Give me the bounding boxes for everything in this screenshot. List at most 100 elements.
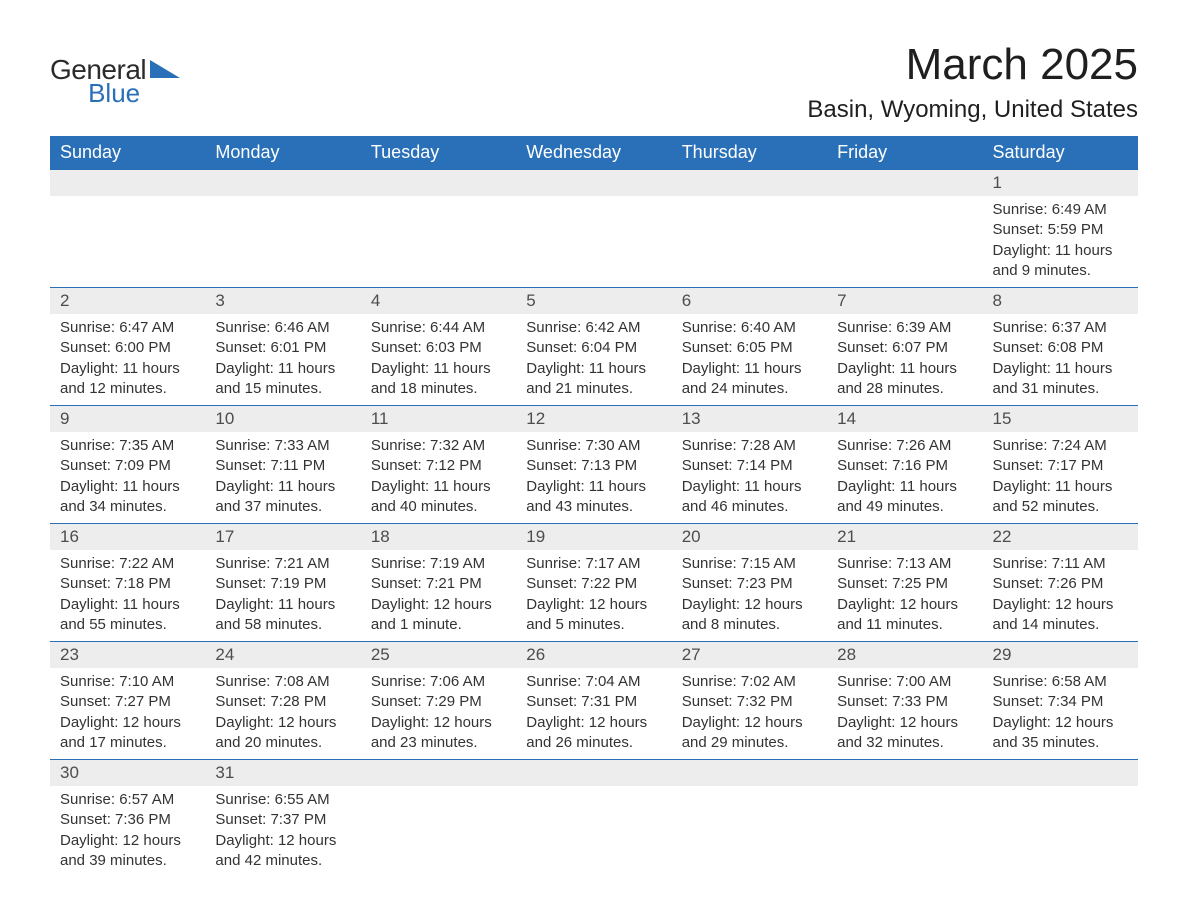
day-details: Sunrise: 6:58 AMSunset: 7:34 PMDaylight:…: [983, 668, 1138, 759]
day-detail-line: Sunset: 7:12 PM: [371, 456, 506, 476]
day-detail-line: Sunset: 7:34 PM: [993, 692, 1128, 712]
calendar-week-row: 16Sunrise: 7:22 AMSunset: 7:18 PMDayligh…: [50, 524, 1138, 642]
day-detail-line: Daylight: 12 hours and 29 minutes.: [682, 713, 817, 754]
calendar-day-cell: [827, 760, 982, 878]
day-detail-line: Daylight: 11 hours and 34 minutes.: [60, 477, 195, 518]
title-location: Basin, Wyoming, United States: [807, 96, 1138, 124]
calendar-day-cell: 18Sunrise: 7:19 AMSunset: 7:21 PMDayligh…: [361, 524, 516, 642]
day-details: Sunrise: 7:10 AMSunset: 7:27 PMDaylight:…: [50, 668, 205, 759]
day-detail-line: Sunset: 7:26 PM: [993, 574, 1128, 594]
day-details: Sunrise: 7:33 AMSunset: 7:11 PMDaylight:…: [205, 432, 360, 523]
day-detail-line: Sunrise: 7:22 AM: [60, 554, 195, 574]
day-detail-line: Daylight: 11 hours and 18 minutes.: [371, 359, 506, 400]
day-detail-line: Sunset: 7:31 PM: [526, 692, 661, 712]
day-number: [50, 170, 205, 196]
calendar-day-cell: 26Sunrise: 7:04 AMSunset: 7:31 PMDayligh…: [516, 642, 671, 760]
day-details: Sunrise: 6:57 AMSunset: 7:36 PMDaylight:…: [50, 786, 205, 877]
calendar-day-cell: 21Sunrise: 7:13 AMSunset: 7:25 PMDayligh…: [827, 524, 982, 642]
day-number: 26: [516, 642, 671, 668]
day-detail-line: Daylight: 12 hours and 5 minutes.: [526, 595, 661, 636]
calendar-day-cell: 12Sunrise: 7:30 AMSunset: 7:13 PMDayligh…: [516, 406, 671, 524]
day-details: Sunrise: 7:30 AMSunset: 7:13 PMDaylight:…: [516, 432, 671, 523]
weekday-header-row: Sunday Monday Tuesday Wednesday Thursday…: [50, 136, 1138, 170]
calendar-day-cell: 15Sunrise: 7:24 AMSunset: 7:17 PMDayligh…: [983, 406, 1138, 524]
day-details: [361, 786, 516, 806]
day-detail-line: Sunrise: 6:57 AM: [60, 790, 195, 810]
calendar-day-cell: [205, 170, 360, 288]
day-detail-line: Sunset: 7:27 PM: [60, 692, 195, 712]
calendar-week-row: 30Sunrise: 6:57 AMSunset: 7:36 PMDayligh…: [50, 760, 1138, 878]
day-number: [983, 760, 1138, 786]
day-detail-line: Sunrise: 7:11 AM: [993, 554, 1128, 574]
day-detail-line: Sunset: 6:07 PM: [837, 338, 972, 358]
calendar-day-cell: 3Sunrise: 6:46 AMSunset: 6:01 PMDaylight…: [205, 288, 360, 406]
day-number: [827, 170, 982, 196]
calendar-day-cell: [361, 760, 516, 878]
day-detail-line: Sunrise: 7:26 AM: [837, 436, 972, 456]
day-detail-line: Sunset: 7:29 PM: [371, 692, 506, 712]
day-detail-line: Sunrise: 7:32 AM: [371, 436, 506, 456]
day-detail-line: Sunrise: 6:58 AM: [993, 672, 1128, 692]
day-number: [672, 760, 827, 786]
day-detail-line: Sunrise: 7:28 AM: [682, 436, 817, 456]
day-detail-line: Sunrise: 6:39 AM: [837, 318, 972, 338]
day-details: [827, 786, 982, 806]
day-details: Sunrise: 7:26 AMSunset: 7:16 PMDaylight:…: [827, 432, 982, 523]
weekday-header: Thursday: [672, 136, 827, 170]
day-detail-line: Daylight: 11 hours and 46 minutes.: [682, 477, 817, 518]
day-detail-line: Sunset: 7:22 PM: [526, 574, 661, 594]
logo: General Blue: [50, 56, 182, 106]
title-month: March 2025: [807, 40, 1138, 90]
day-detail-line: Sunset: 7:32 PM: [682, 692, 817, 712]
calendar-day-cell: 1Sunrise: 6:49 AMSunset: 5:59 PMDaylight…: [983, 170, 1138, 288]
day-detail-line: Sunrise: 7:19 AM: [371, 554, 506, 574]
calendar-day-cell: 14Sunrise: 7:26 AMSunset: 7:16 PMDayligh…: [827, 406, 982, 524]
calendar-day-cell: 24Sunrise: 7:08 AMSunset: 7:28 PMDayligh…: [205, 642, 360, 760]
title-block: March 2025 Basin, Wyoming, United States: [807, 40, 1138, 124]
day-detail-line: Daylight: 12 hours and 20 minutes.: [215, 713, 350, 754]
day-number: 7: [827, 288, 982, 314]
day-number: 29: [983, 642, 1138, 668]
day-details: [361, 196, 516, 216]
day-number: 4: [361, 288, 516, 314]
day-details: Sunrise: 7:28 AMSunset: 7:14 PMDaylight:…: [672, 432, 827, 523]
day-number: 15: [983, 406, 1138, 432]
page-header: General Blue March 2025 Basin, Wyoming, …: [50, 40, 1138, 124]
day-number: [361, 760, 516, 786]
day-details: Sunrise: 6:55 AMSunset: 7:37 PMDaylight:…: [205, 786, 360, 877]
day-details: [516, 786, 671, 806]
calendar-day-cell: [827, 170, 982, 288]
day-detail-line: Sunset: 7:11 PM: [215, 456, 350, 476]
day-detail-line: Sunset: 7:18 PM: [60, 574, 195, 594]
weekday-header: Monday: [205, 136, 360, 170]
weekday-header: Wednesday: [516, 136, 671, 170]
calendar-day-cell: 20Sunrise: 7:15 AMSunset: 7:23 PMDayligh…: [672, 524, 827, 642]
calendar-day-cell: 29Sunrise: 6:58 AMSunset: 7:34 PMDayligh…: [983, 642, 1138, 760]
day-number: 23: [50, 642, 205, 668]
day-detail-line: Sunrise: 6:55 AM: [215, 790, 350, 810]
day-number: 13: [672, 406, 827, 432]
day-detail-line: Sunrise: 7:17 AM: [526, 554, 661, 574]
day-details: Sunrise: 7:04 AMSunset: 7:31 PMDaylight:…: [516, 668, 671, 759]
day-detail-line: Daylight: 12 hours and 26 minutes.: [526, 713, 661, 754]
day-detail-line: Daylight: 11 hours and 58 minutes.: [215, 595, 350, 636]
calendar-day-cell: 13Sunrise: 7:28 AMSunset: 7:14 PMDayligh…: [672, 406, 827, 524]
day-detail-line: Daylight: 12 hours and 8 minutes.: [682, 595, 817, 636]
day-details: Sunrise: 7:35 AMSunset: 7:09 PMDaylight:…: [50, 432, 205, 523]
day-details: Sunrise: 7:13 AMSunset: 7:25 PMDaylight:…: [827, 550, 982, 641]
day-detail-line: Daylight: 12 hours and 32 minutes.: [837, 713, 972, 754]
day-details: Sunrise: 7:08 AMSunset: 7:28 PMDaylight:…: [205, 668, 360, 759]
day-details: [983, 786, 1138, 806]
day-details: [50, 196, 205, 216]
day-detail-line: Sunrise: 6:49 AM: [993, 200, 1128, 220]
calendar-day-cell: [672, 170, 827, 288]
day-detail-line: Sunrise: 7:08 AM: [215, 672, 350, 692]
day-detail-line: Sunrise: 7:02 AM: [682, 672, 817, 692]
calendar-week-row: 23Sunrise: 7:10 AMSunset: 7:27 PMDayligh…: [50, 642, 1138, 760]
day-details: Sunrise: 7:24 AMSunset: 7:17 PMDaylight:…: [983, 432, 1138, 523]
day-detail-line: Sunrise: 7:21 AM: [215, 554, 350, 574]
day-details: Sunrise: 6:49 AMSunset: 5:59 PMDaylight:…: [983, 196, 1138, 287]
day-detail-line: Sunrise: 7:04 AM: [526, 672, 661, 692]
logo-blue-text: Blue: [50, 80, 146, 106]
day-details: Sunrise: 6:42 AMSunset: 6:04 PMDaylight:…: [516, 314, 671, 405]
